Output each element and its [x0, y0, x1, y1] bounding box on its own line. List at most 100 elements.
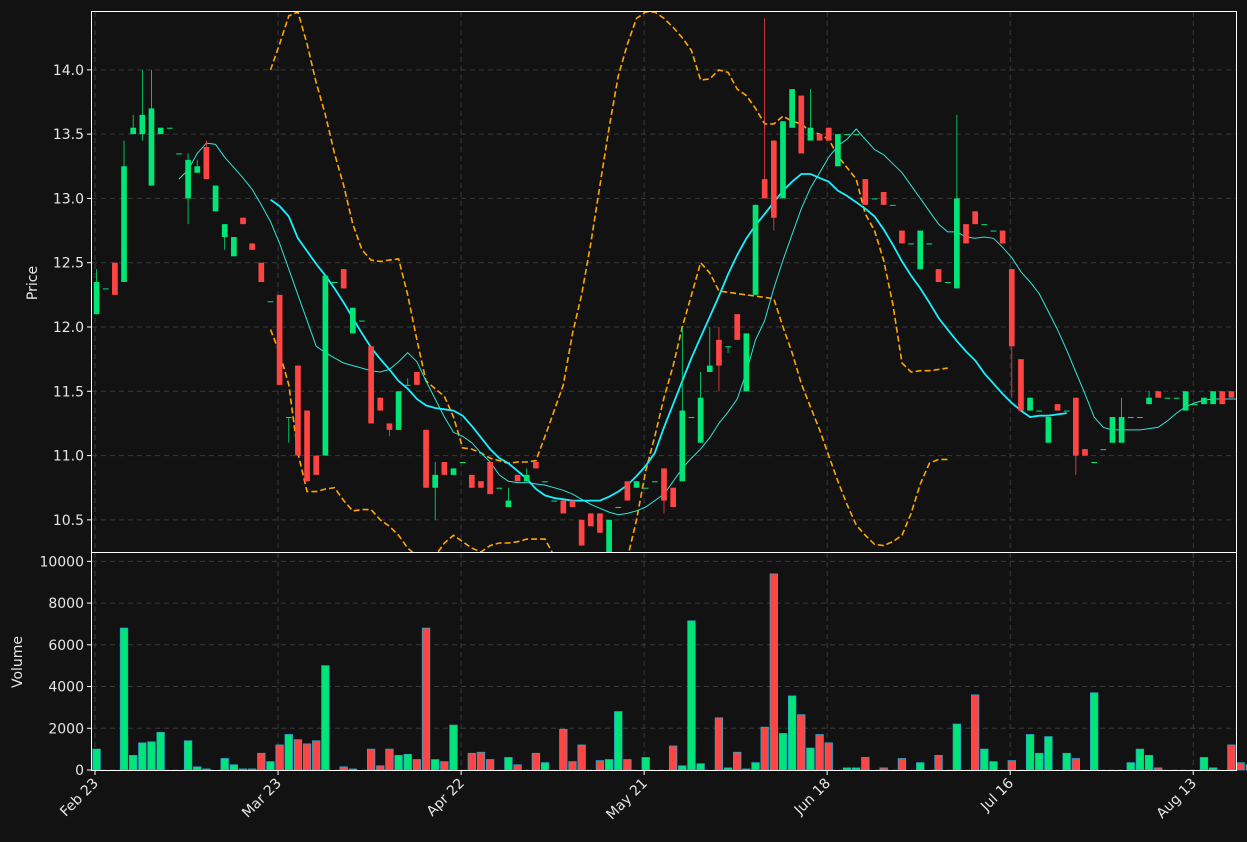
volume-bar [183, 740, 193, 771]
candle-body [523, 474, 530, 482]
volume-bar [366, 748, 376, 771]
volume-bar [668, 745, 678, 771]
volume-tick-label: 2000 [48, 721, 84, 737]
candle-body [670, 487, 676, 507]
volume-bar [568, 761, 577, 771]
volume-bar [1089, 692, 1099, 771]
candle-body [963, 224, 969, 244]
volume-bar [129, 754, 138, 771]
volume-bar [1227, 744, 1236, 771]
candle-body [450, 468, 457, 475]
candle-body [395, 391, 402, 430]
candle-body [1210, 391, 1216, 405]
volume-bar [412, 759, 422, 771]
candle-body [185, 159, 191, 199]
candle-body [926, 243, 933, 245]
volume-bar [1208, 767, 1218, 771]
candle-body [194, 166, 201, 173]
candle-body [441, 462, 448, 475]
candle-body [578, 519, 585, 546]
volume-bar [852, 767, 861, 771]
price-tick-label: 12.0 [53, 320, 84, 336]
volume-bar [220, 758, 229, 771]
candle-body [1155, 391, 1162, 398]
candle-body [377, 397, 384, 411]
candle-body [972, 211, 979, 225]
candle-body [1063, 410, 1070, 412]
candle-body [487, 462, 493, 495]
volume-bar [193, 766, 202, 771]
volume-bar [257, 752, 266, 771]
candle-body [221, 224, 228, 237]
volume-bar [485, 759, 495, 771]
candle-body [917, 230, 924, 270]
price-tick-label: 12.5 [53, 256, 84, 272]
candle-body [285, 417, 292, 418]
price-y-axis: 10.5 11.0 11.5 12.0 12.5 13.0 13.5 14.0 [53, 63, 92, 529]
candle-body [322, 275, 329, 456]
candle-body [935, 269, 942, 282]
volume-bar [916, 762, 925, 771]
volume-tick-label: 6000 [48, 638, 84, 654]
candle-body [1182, 391, 1189, 411]
candle-body [505, 500, 512, 507]
candle-body [661, 468, 667, 501]
candle-body [276, 294, 283, 385]
price-tick-label: 11.0 [53, 449, 84, 465]
candle-body [761, 179, 768, 199]
candle-body [157, 127, 164, 135]
volume-bar [687, 620, 696, 771]
volume-bar [1154, 767, 1163, 771]
volume-bar [787, 695, 797, 771]
candle-body [981, 224, 988, 226]
candle-body [533, 462, 539, 469]
candle-body [368, 346, 374, 424]
candle-body [423, 429, 429, 488]
volume-bar [266, 761, 275, 771]
candle-body [560, 500, 567, 514]
candle-body [1109, 417, 1116, 443]
candle-body [176, 153, 182, 155]
candle-body [551, 500, 558, 502]
volume-bar [971, 694, 980, 771]
candle-body [606, 519, 612, 552]
volume-bar [513, 764, 522, 771]
candle-body [743, 333, 750, 392]
volume-bar [284, 734, 293, 771]
candle-body [1173, 397, 1180, 399]
candle-body [1018, 359, 1024, 411]
candle-body [770, 140, 777, 218]
candle-body [1054, 404, 1061, 411]
volume-bar [778, 733, 788, 771]
candle-body [944, 282, 951, 283]
candle-body [231, 237, 237, 257]
candle-body [258, 262, 265, 282]
volume-bar [980, 748, 989, 771]
candle-body [295, 365, 301, 456]
candle-body [203, 147, 210, 180]
price-panel [93, 12, 1236, 552]
volume-bar [92, 748, 101, 771]
candle-body [139, 114, 146, 135]
volume-bar [952, 723, 962, 771]
candle-body [825, 127, 832, 141]
volume-bar [394, 754, 403, 771]
volume-bar [723, 767, 733, 771]
volume-bar [559, 728, 568, 771]
candle-body [340, 269, 347, 289]
candle-body [359, 320, 365, 322]
price-tick-label: 13.5 [53, 127, 84, 143]
volume-bar [760, 726, 769, 771]
candle-body [93, 282, 100, 315]
candle-body [569, 500, 576, 507]
volume-bar [119, 627, 129, 771]
volume-bar [769, 573, 778, 771]
candle-body [789, 89, 795, 128]
candle-body [349, 307, 356, 334]
candle-body [514, 474, 521, 482]
candle-body [267, 301, 274, 303]
candle-body [816, 134, 823, 141]
candle-body [304, 410, 310, 482]
candle-body [166, 127, 173, 129]
